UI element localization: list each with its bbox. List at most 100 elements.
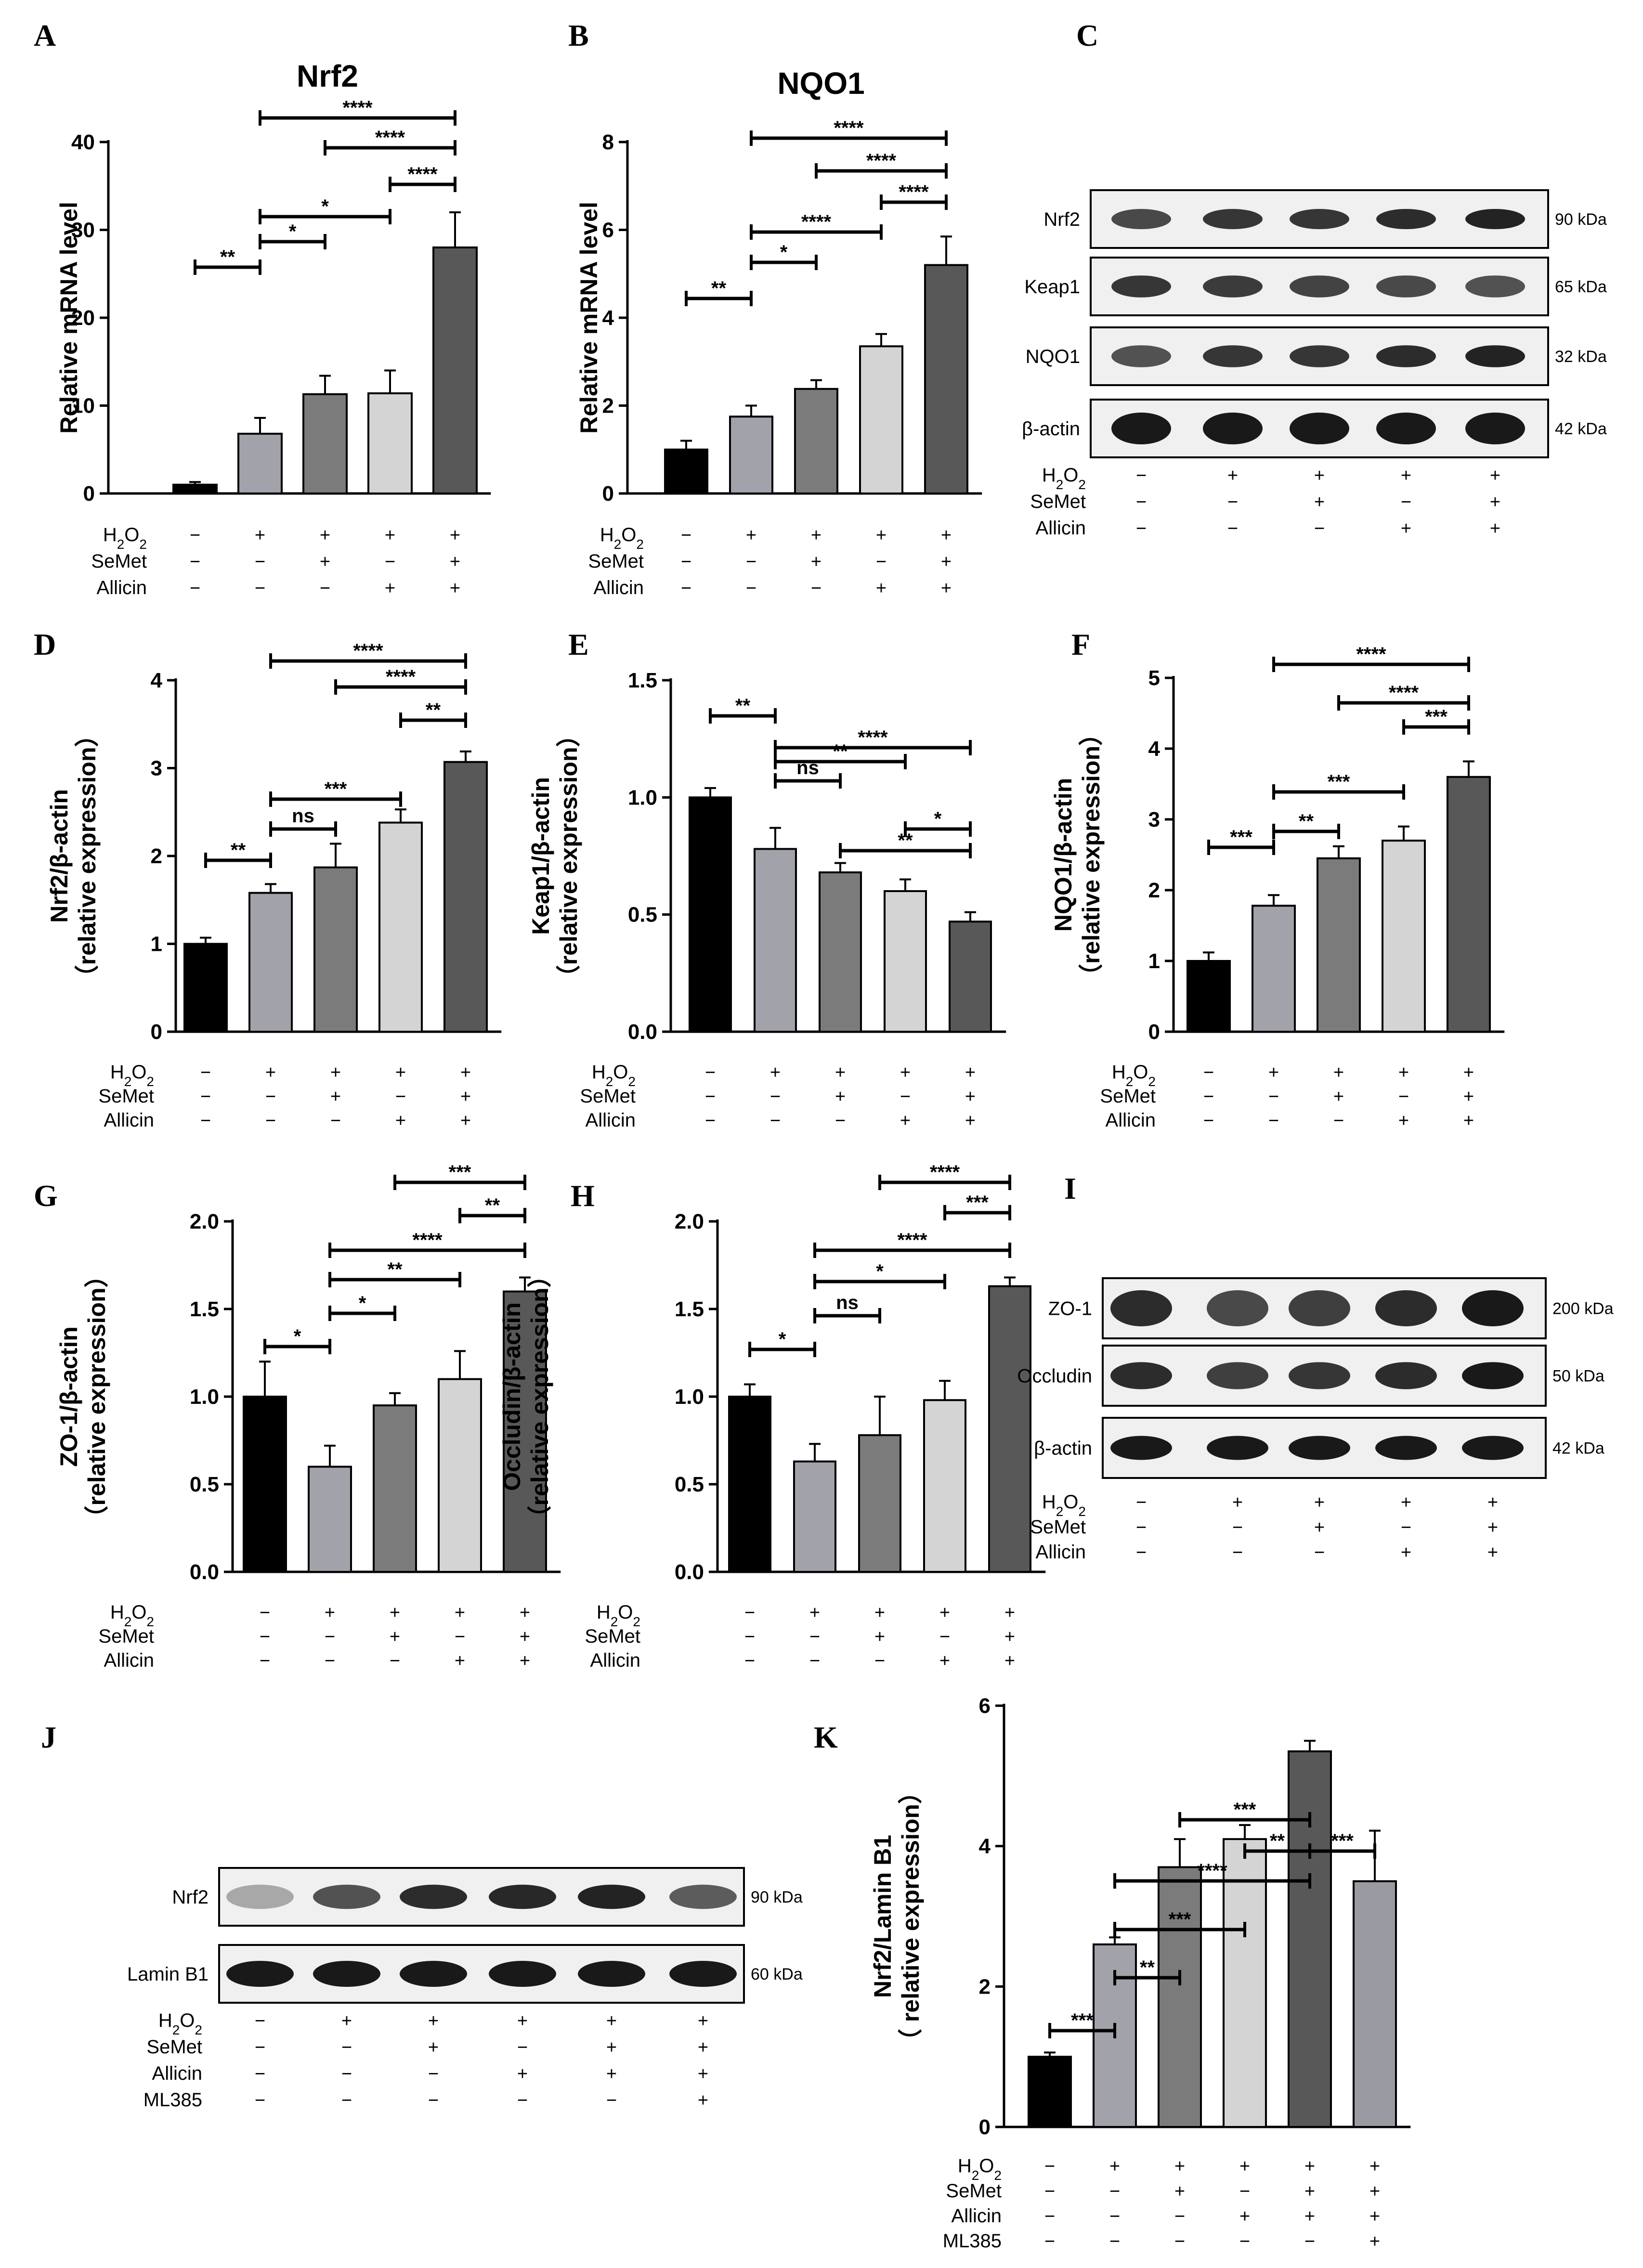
- allicin-sign: +: [939, 1651, 950, 1671]
- h2o2-sub: 2: [124, 1614, 132, 1629]
- ml385-sign: −: [255, 2090, 265, 2111]
- blot-band: [1111, 413, 1171, 444]
- h2o2-sign: +: [255, 525, 265, 545]
- sig-label: ****: [899, 181, 929, 203]
- panel-letter-I: I: [1064, 1171, 1076, 1205]
- semet-sign: +: [1174, 2181, 1185, 2202]
- blot-band: [669, 1884, 737, 1909]
- h2o2-o: O: [1063, 465, 1078, 486]
- semet-sign: −: [744, 1627, 755, 1647]
- y-tick-label: 30: [71, 219, 95, 242]
- h2o2-sign: +: [809, 1603, 820, 1623]
- semet-sign: +: [874, 1627, 885, 1647]
- ml385-sign: −: [517, 2090, 528, 2111]
- panel-letter-G: G: [34, 1179, 58, 1213]
- blot-band: [1207, 1290, 1268, 1326]
- y-tick-label: 1.0: [628, 786, 657, 809]
- allicin-sign: +: [1369, 2206, 1380, 2227]
- h2o2-sub: 2: [1126, 1074, 1134, 1089]
- bar-1: [729, 415, 773, 494]
- ml385-sign: −: [606, 2090, 617, 2111]
- h2o2-sub: 2: [195, 2022, 202, 2037]
- sig-label: ***: [1331, 1830, 1354, 1852]
- semet-sign: +: [606, 2037, 617, 2058]
- y-axis-label: Relative mRNA level: [575, 202, 602, 434]
- y-tick-label: 6: [602, 219, 614, 242]
- semet-sign: −: [265, 1087, 276, 1107]
- h2o2-label: H2O2: [597, 1602, 640, 1629]
- h2o2-sign: +: [1314, 1492, 1325, 1513]
- sig-label: ****: [858, 727, 888, 748]
- bar-0: [1028, 2056, 1072, 2128]
- blot-band: [1375, 1362, 1437, 1389]
- y-axis-label-2: （relative expression）: [555, 723, 582, 989]
- semet-sign: −: [681, 552, 691, 572]
- panel-G-chart: 0.00.51.01.52.0*************ZO-1/β-actin…: [55, 1162, 561, 1671]
- y-tick-label: 1.0: [190, 1385, 219, 1409]
- allicin-label: Allicin: [104, 1650, 154, 1671]
- blot-label: β-actin: [1022, 418, 1080, 440]
- h2o2-h: H: [1112, 1062, 1126, 1083]
- ml385-sign: −: [1304, 2231, 1315, 2252]
- h2o2-sign: +: [320, 525, 330, 545]
- blot-band: [1465, 209, 1525, 229]
- h2o2-sign: −: [255, 2011, 265, 2031]
- allicin-sign: −: [330, 1111, 341, 1131]
- h2o2-o: O: [1063, 1491, 1078, 1513]
- y-tick-label: 4: [1148, 737, 1161, 761]
- semet-sign: −: [1227, 492, 1238, 512]
- blot-band: [1207, 1362, 1268, 1389]
- blot-band: [1290, 413, 1349, 444]
- semet-sign: +: [428, 2037, 439, 2058]
- y-tick-label: 0.5: [675, 1473, 704, 1496]
- semet-sign: −: [255, 2037, 265, 2058]
- blot-band: [1290, 275, 1349, 298]
- sig-label: ****: [353, 640, 383, 661]
- allicin-sign: −: [770, 1111, 781, 1131]
- semet-sign: +: [330, 1087, 341, 1107]
- y-tick-label: 8: [602, 130, 614, 154]
- h2o2-label: H2O2: [110, 1062, 154, 1089]
- bar-4: [924, 264, 968, 494]
- allicin-sign: −: [681, 578, 691, 598]
- allicin-sign: −: [325, 1651, 335, 1671]
- h2o2-sign: +: [390, 1603, 400, 1623]
- blot-band: [1376, 209, 1436, 229]
- allicin-label: Allicin: [586, 1110, 636, 1131]
- allicin-sign: −: [1136, 1542, 1147, 1563]
- h2o2-sign: +: [941, 525, 952, 545]
- h2o2-o: O: [1133, 1062, 1148, 1083]
- allicin-sign: −: [746, 578, 756, 598]
- ml385-sign: −: [341, 2090, 352, 2111]
- y-tick-label: 0: [83, 482, 95, 505]
- blot-kda: 32 kDa: [1555, 348, 1607, 366]
- sig-label: ****: [930, 1162, 960, 1183]
- blot-band: [1289, 1436, 1350, 1460]
- semet-sign: +: [965, 1087, 976, 1107]
- sig-label: ****: [375, 127, 405, 148]
- blot-label: Nrf2: [1043, 209, 1080, 230]
- allicin-sign: +: [1487, 1542, 1498, 1563]
- h2o2-o: O: [131, 1602, 146, 1623]
- y-axis-label-2: （relative expression）: [74, 723, 101, 989]
- semet-sign: +: [390, 1627, 400, 1647]
- semet-label: SeMet: [146, 2036, 202, 2058]
- blot-band: [226, 1884, 294, 1909]
- blot-band: [1207, 1436, 1268, 1460]
- h2o2-o: O: [131, 1062, 146, 1083]
- bar-2: [302, 393, 348, 495]
- y-tick-label: 0.0: [675, 1560, 704, 1584]
- blot-band: [226, 1961, 294, 1987]
- semet-sign: −: [341, 2037, 352, 2058]
- h2o2-sign: +: [330, 1063, 341, 1083]
- y-tick-label: 2: [602, 394, 614, 418]
- allicin-label: Allicin: [97, 577, 147, 598]
- h2o2-sign: +: [1398, 1063, 1409, 1083]
- h2o2-sub: 2: [172, 2022, 180, 2037]
- allicin-sign: −: [705, 1111, 716, 1131]
- semet-sign: −: [1203, 1087, 1214, 1107]
